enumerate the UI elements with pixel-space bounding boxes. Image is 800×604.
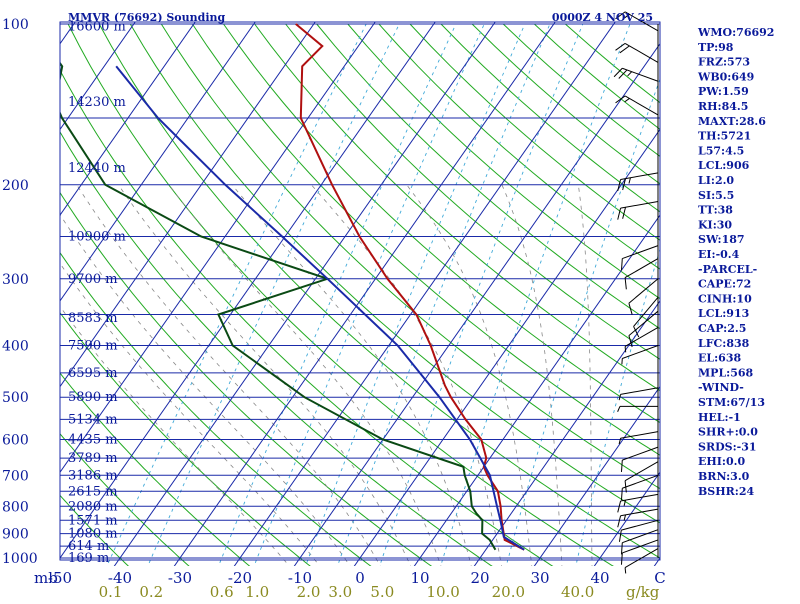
temperature-tick-label: -30 (168, 569, 192, 587)
side-panel-line: SRDS:-31 (698, 440, 757, 453)
height-label: 8583 m (68, 311, 118, 326)
side-panel-line: LFC:838 (698, 337, 750, 350)
mixing-ratio-tick-label: 2.0 (297, 583, 321, 600)
side-panel-line: CAPE:72 (698, 278, 751, 291)
side-panel-line: WB0:649 (697, 70, 754, 83)
side-panel-line: RH:84.5 (698, 100, 748, 113)
side-panel-line: EHI:0.0 (698, 455, 745, 468)
mixing-ratio-tick-label: 20.0 (492, 583, 525, 600)
temperature-tick-label: 30 (530, 569, 549, 587)
height-label: 12440 m (68, 161, 126, 176)
side-panel-line: -WIND- (698, 381, 744, 394)
pressure-tick-label: 600 (2, 433, 29, 449)
pressure-tick-label: 900 (2, 527, 29, 543)
side-panel-line: LCL:913 (698, 307, 749, 320)
side-panel-line: CINH:10 (698, 292, 752, 305)
side-panel-line: L57:4.5 (698, 144, 744, 157)
side-panel-line: TP:98 (698, 41, 734, 54)
chart-title: MMVR (76692) Sounding (68, 11, 226, 24)
mixing-ratio-tick-label: 10.0 (426, 583, 459, 600)
height-label: 3186 m (68, 468, 118, 483)
pressure-tick-label: 1000 (2, 551, 38, 567)
side-panel-line: BSHR:24 (698, 485, 754, 498)
side-panel-line: SI:5.5 (698, 189, 734, 202)
side-panel-line: WMO:76692 (697, 26, 774, 39)
height-label: 5890 m (68, 390, 118, 405)
wind-barb-flag (625, 568, 626, 574)
pressure-tick-label: 400 (2, 339, 29, 355)
pressure-tick-label: 300 (2, 272, 29, 288)
side-panel-line: PW:1.59 (698, 85, 749, 98)
mixing-ratio-tick-label: 3.0 (328, 583, 352, 600)
temperature-tick-label: -50 (48, 569, 72, 587)
mixing-ratio-unit-label: g/kg (626, 583, 660, 600)
side-panel-line: KI:30 (698, 218, 732, 231)
mixing-ratio-tick-label: 0.1 (99, 583, 123, 600)
height-label: 14230 m (68, 95, 126, 110)
height-label: 3789 m (68, 451, 118, 466)
height-label: 5134 m (68, 412, 118, 427)
height-label: 2615 m (68, 484, 118, 499)
mixing-ratio-tick-label: 0.6 (210, 583, 234, 600)
pressure-tick-label: 800 (2, 499, 29, 515)
height-label: 6595 m (68, 366, 118, 381)
temperature-tick-label: 0 (355, 569, 365, 587)
side-panel-line: SHR+:0.0 (698, 426, 758, 439)
pressure-tick-label: 700 (2, 468, 29, 484)
height-label: 169 m (68, 551, 109, 566)
temperature-tick-label: 20 (470, 569, 489, 587)
side-panel-line: CAP:2.5 (698, 322, 746, 335)
side-panel-line: LI:2.0 (698, 174, 734, 187)
side-panel-line: FRZ:573 (698, 56, 750, 69)
height-label: 7590 m (68, 339, 118, 354)
side-panel-line: MAXT:28.6 (698, 115, 766, 128)
mixing-ratio-tick-label: 1.0 (245, 583, 269, 600)
side-panel-line: EI:-0.4 (698, 248, 740, 261)
side-panel-line: -PARCEL- (698, 263, 757, 276)
side-panel-line: HEL:-1 (698, 411, 741, 424)
mixing-ratio-tick-label: 40.0 (561, 583, 594, 600)
side-panel-line: TT:38 (698, 204, 733, 217)
side-panel-line: BRN:3.0 (698, 470, 750, 483)
side-panel-line: EL:638 (698, 352, 741, 365)
side-panel-line: MPL:568 (698, 366, 754, 379)
side-panel-line: TH:5721 (698, 130, 751, 143)
mixing-ratio-tick-label: 0.2 (139, 583, 163, 600)
height-label: 9700 m (68, 272, 118, 287)
chart-datetime: 0000Z 4 NOV 25 (552, 11, 653, 24)
pressure-tick-label: 500 (2, 390, 29, 406)
height-label: 4435 m (68, 433, 118, 448)
side-panel-line: LCL:906 (698, 159, 750, 172)
wind-barb-flag (625, 346, 626, 352)
side-panel-line: STM:67/13 (698, 396, 765, 409)
mixing-ratio-tick-label: 5.0 (370, 583, 394, 600)
pressure-tick-label: 100 (2, 17, 29, 33)
side-panel-line: SW:187 (698, 233, 745, 246)
pressure-tick-label: 200 (2, 178, 29, 194)
height-label: 10900 m (68, 229, 126, 244)
height-label: 2080 m (68, 499, 118, 514)
